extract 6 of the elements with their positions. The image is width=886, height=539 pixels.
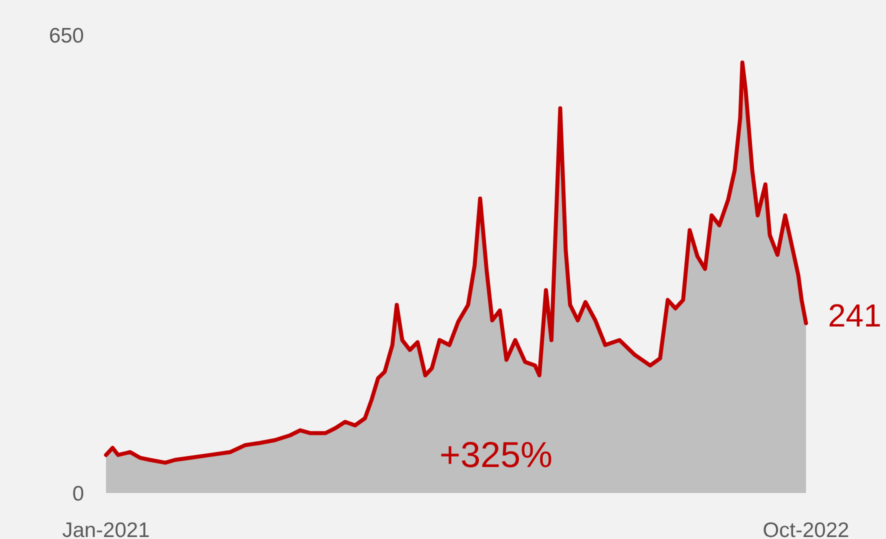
y-tick-label: 650 [48, 24, 84, 48]
annotation: 241 [828, 297, 882, 334]
x-tick-label: Oct-2022 [762, 519, 850, 539]
x-tick-label: Jan-2021 [62, 519, 150, 539]
annotation: +325% [439, 434, 553, 475]
y-tick-label: 0 [72, 482, 84, 506]
